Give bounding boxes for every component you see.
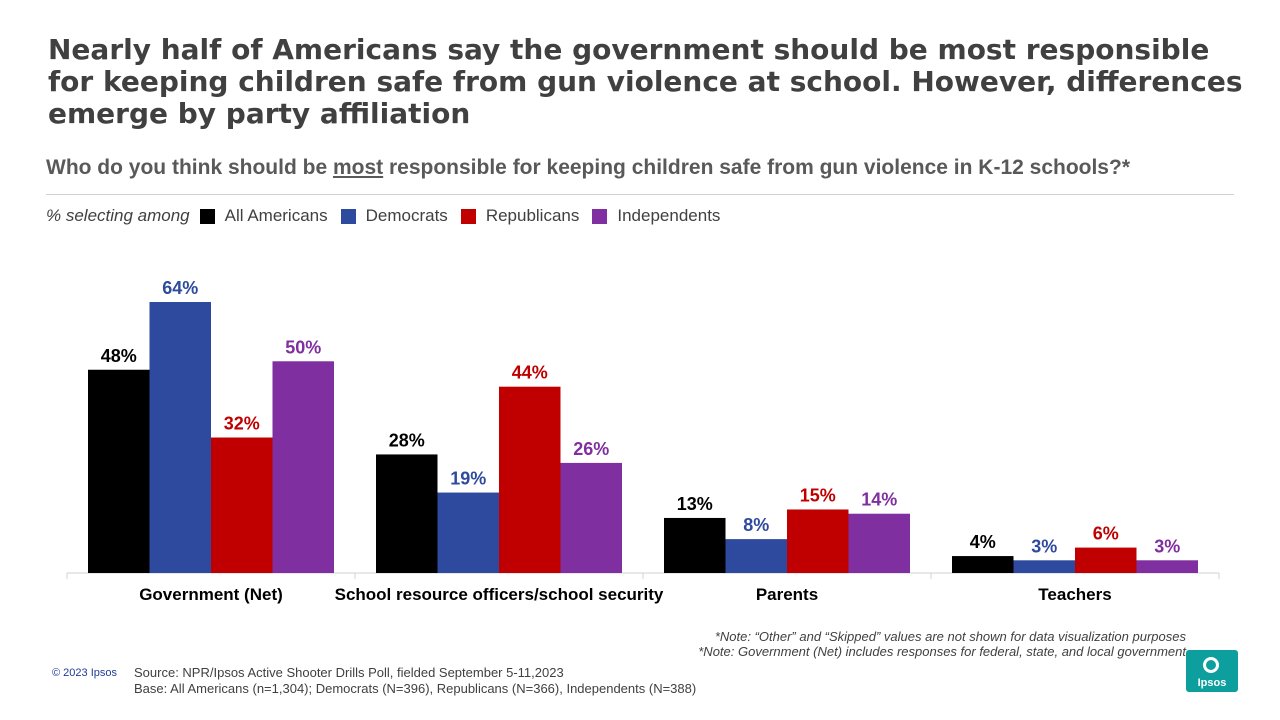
bar-school-resource-officers-school-security-independents — [560, 462, 622, 573]
legend-label-all-americans: All Americans — [224, 206, 328, 225]
base-text: Base: All Americans (n=1,304); Democrats… — [134, 681, 697, 696]
data-label-teachers-democrats: 3% — [1031, 536, 1057, 556]
data-label-school-resource-officers-school-security-all-americans: 28% — [389, 430, 425, 450]
subtitle-emphasis: most — [332, 156, 384, 179]
data-label-parents-independents: 14% — [861, 490, 897, 510]
bar-government-net-independents — [272, 361, 334, 573]
source-text: Source: NPR/Ipsos Active Shooter Drills … — [134, 665, 564, 680]
chart-subtitle: Who do you think should be most responsi… — [46, 156, 1130, 180]
data-label-teachers-all-americans: 4% — [970, 532, 996, 552]
bar-school-resource-officers-school-security-all-americans — [376, 454, 438, 573]
legend-swatch-republicans — [460, 208, 476, 224]
data-label-parents-all-americans: 13% — [677, 494, 713, 514]
bar-parents-all-americans — [664, 517, 726, 573]
bar-school-resource-officers-school-security-republicans — [499, 386, 561, 573]
footnote-government-net: *Note: Government (Net) includes respons… — [698, 644, 1186, 659]
legend: % selecting among All Americans Democrat… — [46, 206, 733, 226]
bar-government-net-republicans — [211, 437, 273, 573]
data-label-school-resource-officers-school-security-republicans: 44% — [512, 363, 548, 383]
bar-parents-democrats — [725, 539, 787, 573]
footnotes: *Note: “Other” and “Skipped” values are … — [698, 629, 1186, 659]
legend-label-republicans: Republicans — [485, 206, 580, 225]
category-label-teachers: Teachers — [1038, 585, 1111, 604]
ipsos-logo: Ipsos — [1186, 650, 1238, 692]
data-label-teachers-republicans: 6% — [1093, 524, 1119, 544]
data-label-school-resource-officers-school-security-independents: 26% — [573, 439, 609, 459]
chart-title: Nearly half of Americans say the governm… — [48, 33, 1243, 130]
copyright: © 2023 Ipsos — [52, 667, 117, 679]
bar-parents-independents — [848, 513, 910, 573]
legend-item-all-americans: All Americans — [199, 206, 328, 226]
legend-label-democrats: Democrats — [365, 206, 448, 225]
legend-swatch-all-americans — [199, 208, 215, 224]
legend-swatch-democrats — [340, 208, 356, 224]
data-label-government-net-republicans: 32% — [224, 414, 260, 434]
bar-parents-republicans — [787, 509, 849, 573]
category-label-school-resource-officers-school-security: School resource officers/school security — [335, 585, 664, 604]
legend-item-republicans: Republicans — [460, 206, 580, 226]
bar-government-net-all-americans — [88, 369, 150, 573]
data-label-teachers-independents: 3% — [1154, 536, 1180, 556]
source-block: Source: NPR/Ipsos Active Shooter Drills … — [134, 665, 696, 697]
bar-teachers-republicans — [1075, 547, 1137, 573]
legend-swatch-independents — [592, 208, 608, 224]
subtitle-before: Who do you think should be — [46, 156, 333, 179]
bar-teachers-all-americans — [952, 556, 1014, 573]
bar-school-resource-officers-school-security-democrats — [437, 492, 499, 573]
category-label-government-net: Government (Net) — [139, 585, 283, 604]
data-label-government-net-democrats: 64% — [162, 278, 198, 298]
bar-government-net-democrats — [149, 302, 211, 573]
data-label-parents-democrats: 8% — [743, 515, 769, 535]
divider — [46, 194, 1234, 195]
legend-label-independents: Independents — [617, 206, 721, 225]
data-label-school-resource-officers-school-security-democrats: 19% — [450, 469, 486, 489]
ipsos-logo-text: Ipsos — [1197, 677, 1227, 689]
legend-lead: % selecting among — [46, 206, 190, 225]
data-label-government-net-independents: 50% — [285, 337, 321, 357]
legend-item-democrats: Democrats — [340, 206, 448, 226]
footnote-other-skipped: *Note: “Other” and “Skipped” values are … — [714, 629, 1186, 644]
data-label-government-net-all-americans: 48% — [101, 346, 137, 366]
bar-teachers-independents — [1136, 560, 1198, 573]
data-label-parents-republicans: 15% — [800, 485, 836, 505]
subtitle-after: responsible for keeping children safe fr… — [383, 156, 1130, 179]
legend-item-independents: Independents — [592, 206, 720, 226]
category-label-parents: Parents — [756, 585, 818, 604]
bar-teachers-democrats — [1013, 560, 1075, 573]
ipsos-logo-mark — [1203, 657, 1219, 673]
